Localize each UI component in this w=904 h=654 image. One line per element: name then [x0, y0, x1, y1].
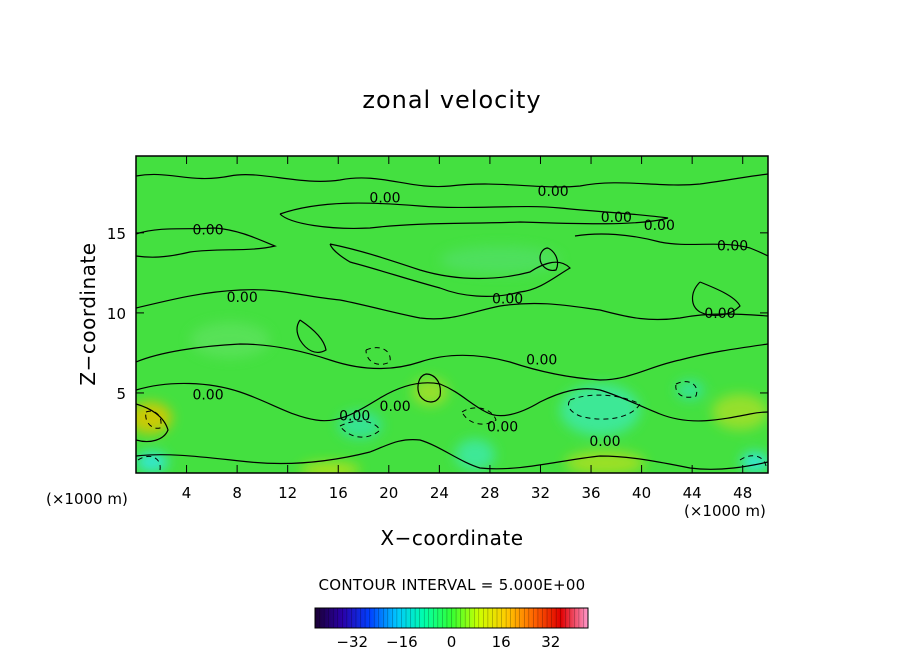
plot-frame	[135, 155, 769, 474]
contour-label: 0.00	[380, 399, 411, 415]
x-tick-label: 24	[430, 484, 449, 502]
contour-label: 0.00	[589, 434, 620, 450]
colorbar-tick-label: −32	[336, 633, 368, 651]
chart-title: zonal velocity	[362, 86, 542, 114]
x-tick-label: 48	[733, 484, 752, 502]
x-tick-label: 36	[581, 484, 600, 502]
colorbar-tick-label: 0	[447, 633, 457, 651]
contour-label: 0.00	[192, 388, 223, 404]
x-axis-ticks: 4 8 12 16 20 24 28 32 36 40 44 48	[182, 156, 752, 502]
colorbar-tick-label: 32	[541, 633, 560, 651]
colorbar-tick-label: −16	[386, 633, 418, 651]
x-axis-label: X−coordinate	[380, 526, 524, 550]
y-tick-label: 15	[107, 225, 126, 243]
x-unit-label-right: (×1000 m)	[684, 502, 766, 520]
contour-label: 0.00	[369, 191, 400, 207]
x-tick-label: 44	[683, 484, 702, 502]
x-tick-label: 16	[329, 484, 348, 502]
contour-label: 0.00	[538, 184, 569, 200]
x-tick-label: 12	[278, 484, 297, 502]
contour-label: 0.00	[192, 223, 223, 239]
x-tick-label: 32	[531, 484, 550, 502]
x-tick-label: 4	[182, 484, 192, 502]
contour-label: 0.00	[601, 210, 632, 226]
contour-labels: 0.00 0.00 0.00 0.00 0.00 0.00 0.00 0.00 0.00 0.00…	[192, 184, 748, 450]
contour-interval-text: CONTOUR INTERVAL = 5.000E+00	[318, 576, 586, 594]
contour-label: 0.00	[704, 306, 735, 322]
colorbar-frame	[314, 607, 589, 629]
x-tick-label: 28	[480, 484, 499, 502]
x-tick-label: 20	[379, 484, 398, 502]
heatmap-field	[136, 156, 768, 473]
colorbar-gradient	[315, 608, 588, 628]
y-axis-label: Z−coordinate	[76, 242, 100, 386]
x-tick-label: 8	[232, 484, 242, 502]
colorbar-tick-label: 16	[492, 633, 511, 651]
colorbar: −32 −16 0 16 32	[314, 607, 589, 651]
contour-label: 0.00	[339, 408, 370, 424]
contour-label: 0.00	[526, 352, 557, 368]
contour-lines	[136, 173, 768, 470]
contour-label: 0.00	[227, 290, 258, 306]
contour-label: 0.00	[492, 291, 523, 307]
x-unit-label-left: (×1000 m)	[46, 490, 128, 508]
contour-label: 0.00	[644, 218, 675, 234]
contour-label: 0.00	[717, 239, 748, 255]
y-tick-label: 10	[107, 305, 126, 323]
y-tick-label: 5	[116, 385, 126, 403]
negative-contours	[137, 347, 767, 471]
y-axis-ticks: 5 10 15	[107, 225, 768, 403]
x-tick-label: 40	[632, 484, 651, 502]
contour-label: 0.00	[487, 420, 518, 436]
